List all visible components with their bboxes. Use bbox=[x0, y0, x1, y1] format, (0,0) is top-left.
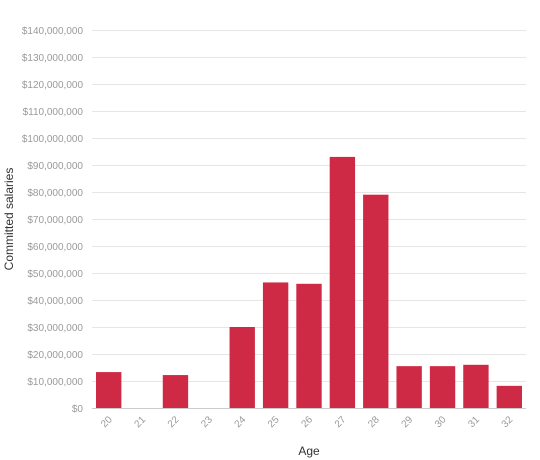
y-tick-label: $110,000,000 bbox=[23, 107, 84, 118]
y-tick-label: $0 bbox=[72, 404, 84, 415]
x-tick-label: 26 bbox=[299, 414, 315, 430]
bar-age-20[interactable] bbox=[96, 372, 122, 408]
bar-age-29[interactable] bbox=[396, 366, 422, 408]
x-tick-label: 21 bbox=[132, 414, 148, 430]
y-tick-label: $40,000,000 bbox=[27, 296, 83, 307]
bar-age-32[interactable] bbox=[496, 385, 522, 408]
bar-age-30[interactable] bbox=[429, 366, 456, 408]
y-tick-label: $90,000,000 bbox=[27, 161, 83, 172]
x-tick-label: 30 bbox=[433, 414, 449, 430]
y-axis-title: Committed salaries bbox=[2, 168, 16, 271]
bar-age-25[interactable] bbox=[262, 282, 289, 408]
x-tick-label: 24 bbox=[233, 414, 249, 430]
y-tick-label: $140,000,000 bbox=[22, 26, 84, 37]
bar-age-27[interactable] bbox=[329, 156, 356, 408]
y-tick-label: $130,000,000 bbox=[22, 53, 84, 64]
y-tick-label: $60,000,000 bbox=[27, 242, 83, 253]
x-tick-label: 20 bbox=[99, 414, 115, 430]
y-tick-label: $100,000,000 bbox=[22, 134, 84, 145]
bar-age-26[interactable] bbox=[296, 283, 322, 408]
x-axis-ticks: 20 21 22 23 24 25 26 27 28 29 30 31 32 bbox=[99, 414, 516, 430]
bar-age-28[interactable] bbox=[363, 194, 389, 408]
x-tick-label: 23 bbox=[199, 414, 215, 430]
x-axis-title: Age bbox=[298, 444, 320, 458]
y-tick-label: $70,000,000 bbox=[27, 215, 83, 226]
bar-age-22[interactable] bbox=[162, 375, 189, 408]
bar-age-31[interactable] bbox=[463, 364, 489, 408]
y-tick-label: $10,000,000 bbox=[27, 377, 83, 388]
bars bbox=[96, 156, 522, 408]
x-tick-label: 31 bbox=[466, 414, 482, 430]
y-tick-label: $20,000,000 bbox=[27, 350, 83, 361]
x-tick-label: 29 bbox=[400, 414, 416, 430]
y-tick-label: $50,000,000 bbox=[27, 269, 83, 280]
y-tick-label: $120,000,000 bbox=[22, 80, 84, 91]
y-tick-label: $30,000,000 bbox=[27, 323, 83, 334]
x-tick-label: 28 bbox=[366, 414, 382, 430]
x-tick-label: 27 bbox=[333, 414, 349, 430]
x-tick-label: 32 bbox=[500, 414, 516, 430]
y-axis-ticks: $0 $10,000,000 $20,000,000 $30,000,000 $40,0… bbox=[22, 26, 84, 415]
x-tick-label: 25 bbox=[266, 414, 282, 430]
y-tick-label: $80,000,000 bbox=[27, 188, 83, 199]
x-tick-label: 22 bbox=[166, 414, 182, 430]
bar-age-24[interactable] bbox=[229, 327, 255, 408]
